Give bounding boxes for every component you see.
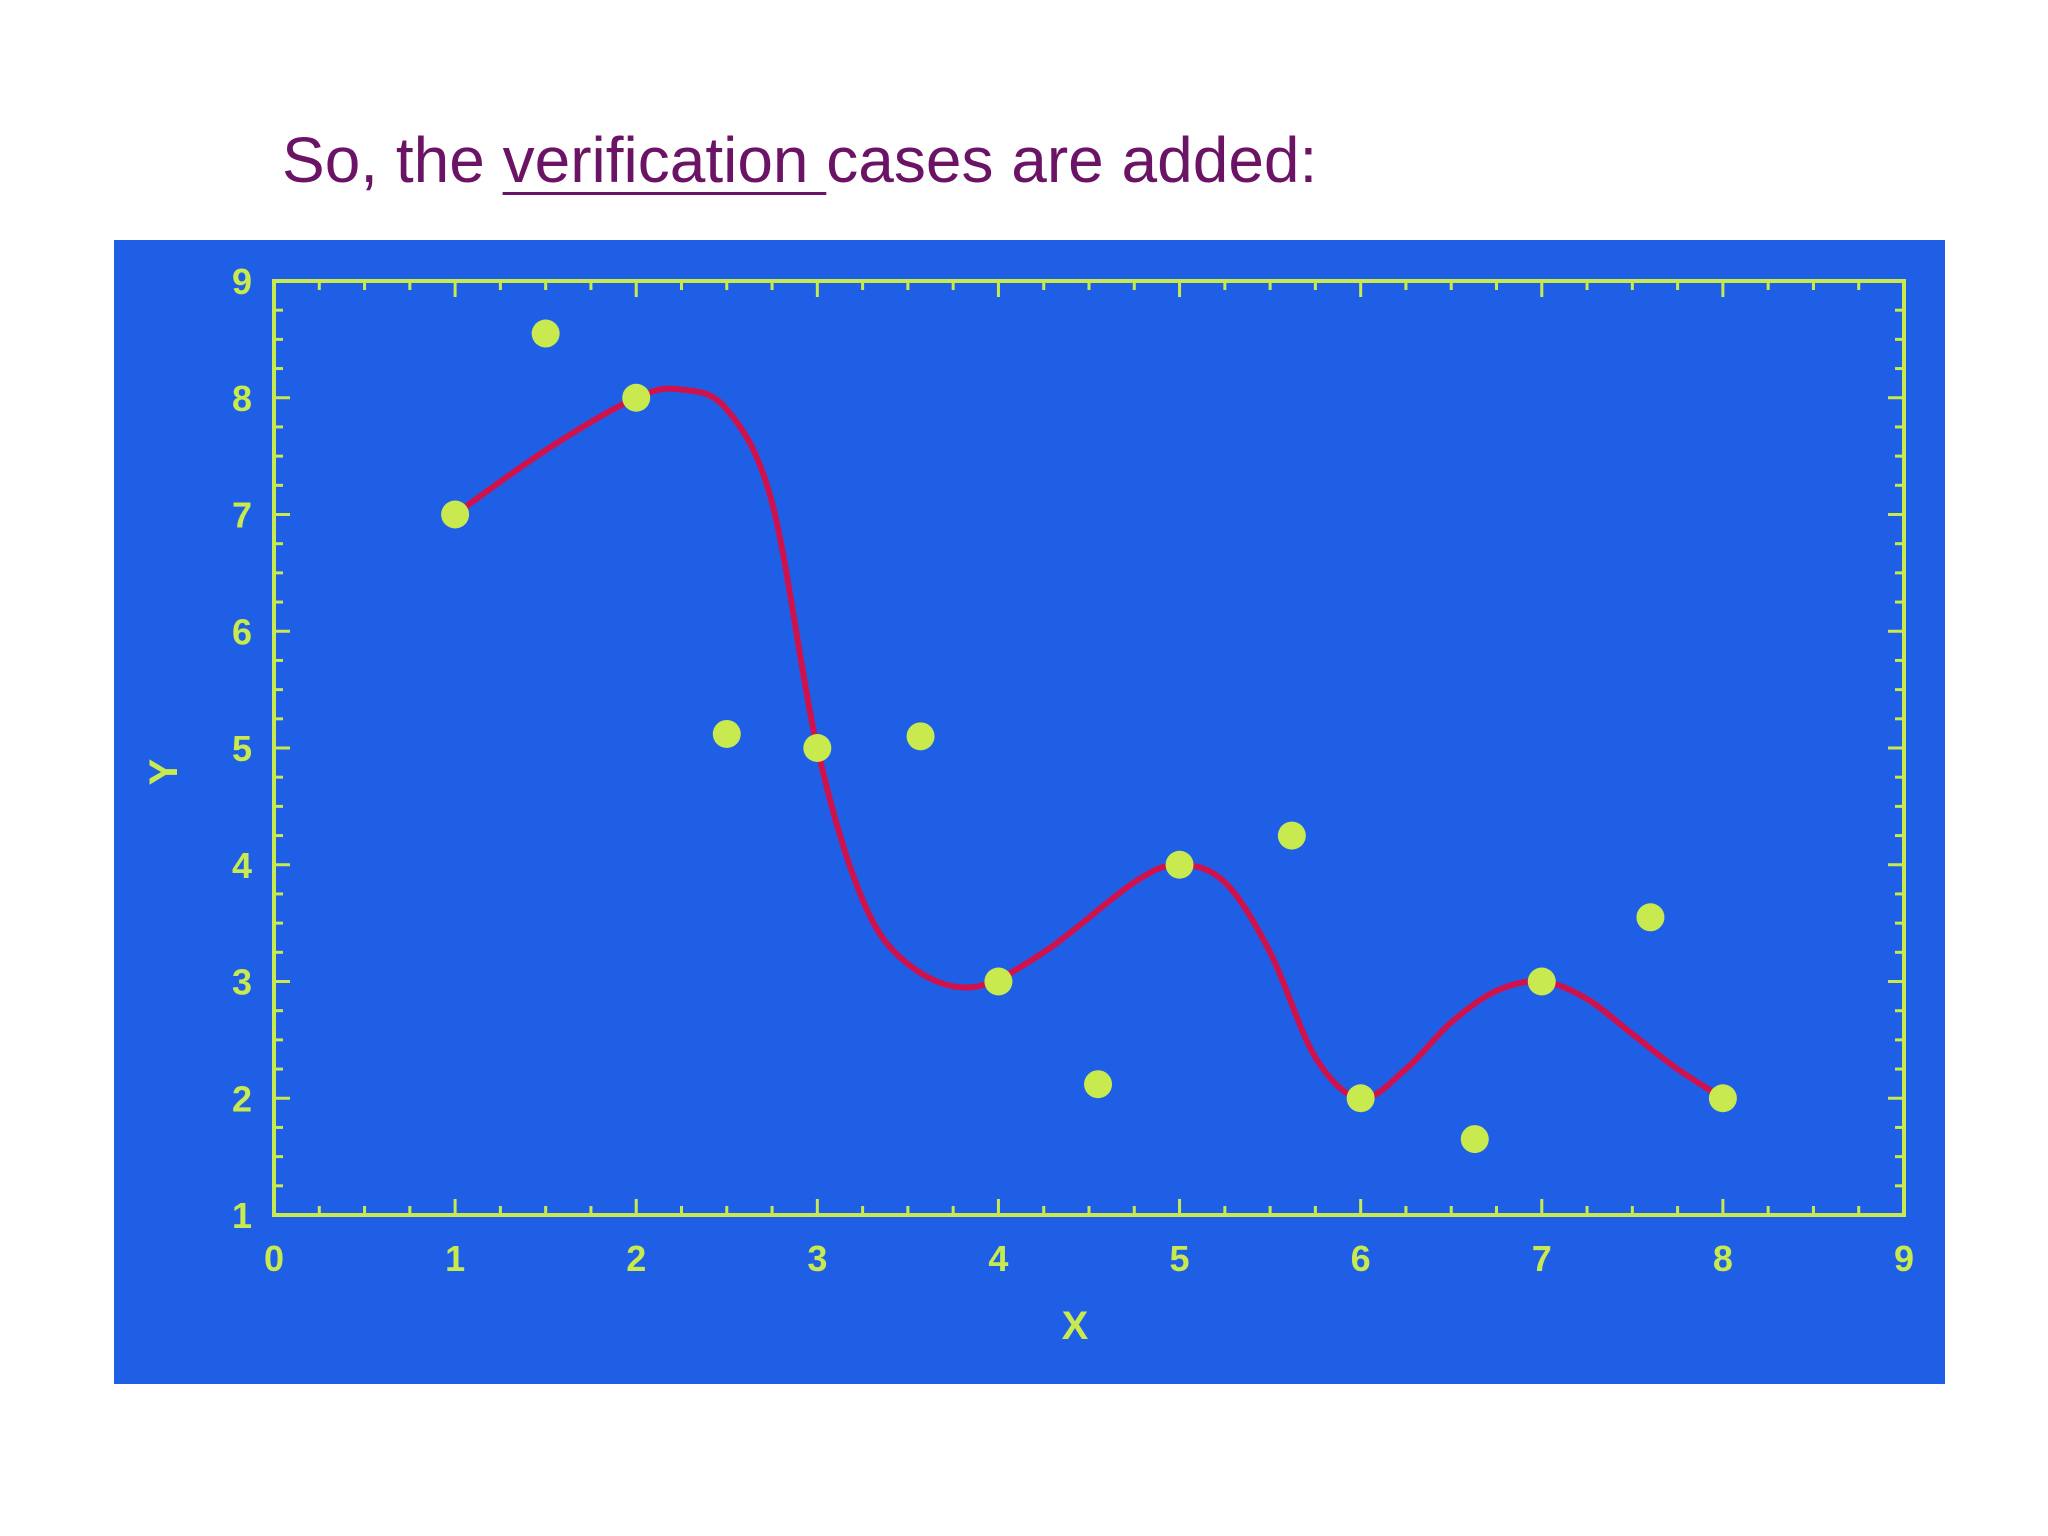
y-tick-label: 6 xyxy=(232,611,252,652)
x-tick-labels: 0 1 2 3 4 5 6 7 8 9 xyxy=(264,1238,1914,1279)
x-tick-label: 6 xyxy=(1351,1238,1371,1279)
x-tick-label: 5 xyxy=(1170,1238,1190,1279)
verification-point xyxy=(1636,903,1665,932)
training-point xyxy=(1708,1084,1737,1113)
slide-title-underlined: verification xyxy=(502,124,827,196)
x-tick-label: 7 xyxy=(1532,1238,1552,1279)
verification-point xyxy=(712,719,741,748)
x-tick-label: 9 xyxy=(1894,1238,1914,1279)
slide-title-suffix: cases are added: xyxy=(826,124,1318,196)
y-tick-label: 1 xyxy=(232,1195,252,1236)
verification-point xyxy=(1460,1125,1489,1154)
verification-point xyxy=(1084,1070,1113,1099)
x-tick-label: 4 xyxy=(988,1238,1008,1279)
x-tick-label: 3 xyxy=(807,1238,827,1279)
training-point xyxy=(1346,1084,1375,1113)
training-point xyxy=(1527,967,1556,996)
training-point xyxy=(1165,850,1194,879)
fit-curve xyxy=(452,385,1726,1102)
x-tick-label: 2 xyxy=(626,1238,646,1279)
verification-point xyxy=(531,319,560,348)
data-points xyxy=(441,319,1737,1154)
y-tick-labels: 1 2 3 4 5 6 7 8 9 xyxy=(232,261,252,1236)
training-point xyxy=(803,734,832,762)
y-tick-label: 4 xyxy=(232,845,252,886)
y-tick-label: 8 xyxy=(232,378,252,419)
training-point xyxy=(984,967,1013,996)
x-tick-label: 1 xyxy=(445,1238,465,1279)
training-point xyxy=(622,383,651,412)
x-tick-label: 8 xyxy=(1713,1238,1733,1279)
y-tick-label: 7 xyxy=(232,495,252,536)
verification-point xyxy=(1277,821,1306,850)
y-tick-label: 5 xyxy=(232,728,252,769)
verification-point xyxy=(906,722,935,751)
training-point xyxy=(441,500,470,529)
y-axis-title: Y xyxy=(142,758,186,785)
x-tick-label: 0 xyxy=(264,1238,284,1279)
slide-title: So, the verification cases are added: xyxy=(282,110,1317,210)
slide-title-prefix: So, the xyxy=(282,124,503,196)
y-tick-label: 9 xyxy=(232,261,252,302)
y-tick-label: 3 xyxy=(232,962,252,1003)
tick-marks xyxy=(272,279,1906,1217)
y-tick-label: 2 xyxy=(232,1078,252,1119)
x-axis-title: X xyxy=(1062,1304,1089,1348)
